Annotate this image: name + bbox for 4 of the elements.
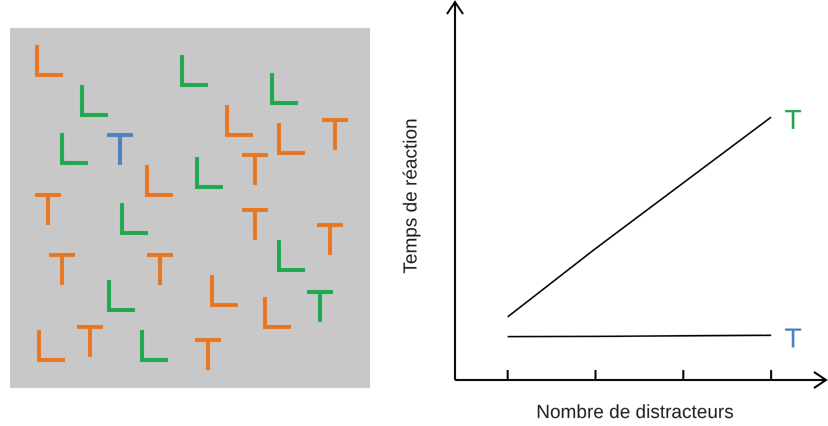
y-axis-title: Temps de réaction bbox=[400, 118, 422, 274]
series-label: T bbox=[784, 106, 802, 136]
x-axis-title: Nombre de distracteurs bbox=[536, 402, 734, 423]
series-label: T bbox=[784, 324, 802, 354]
